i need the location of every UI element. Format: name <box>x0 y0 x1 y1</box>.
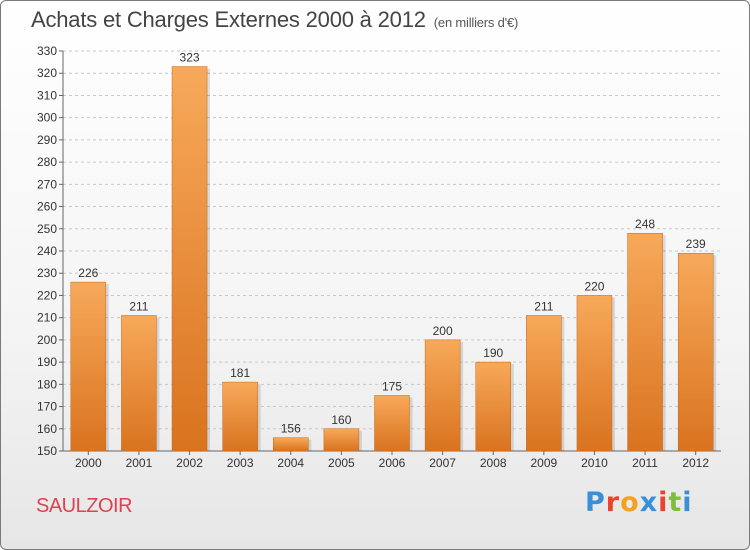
logo-letter: r <box>605 487 621 518</box>
value-label: 160 <box>331 413 351 427</box>
chart-title: Achats et Charges Externes 2000 à 2012 (e… <box>31 7 518 33</box>
y-tick-label: 230 <box>37 266 57 280</box>
value-label: 211 <box>129 299 148 313</box>
y-tick-label: 200 <box>37 333 57 347</box>
y-tick-label: 150 <box>37 444 57 458</box>
x-tick-label: 2012 <box>682 456 709 470</box>
bar-2003 <box>222 381 258 452</box>
value-label: 200 <box>433 324 453 338</box>
x-tick-label: 2008 <box>480 456 507 470</box>
chart-title-text: Achats et Charges Externes 2000 à 2012 <box>31 7 426 32</box>
logo-letter: P <box>585 487 606 518</box>
bar-2004 <box>273 437 309 452</box>
proxiti-logo: Proxiti <box>585 487 693 518</box>
y-tick-label: 240 <box>37 244 57 258</box>
bar-2010 <box>576 295 613 452</box>
labels: 150 160 170 180 190 200 210 220 230 240 250 260 270 2… <box>37 44 709 470</box>
x-tick-label: 2006 <box>379 456 406 470</box>
x-tick-label: 2003 <box>227 456 254 470</box>
y-tick-label: 270 <box>37 177 57 191</box>
chart-unit: (en milliers d'€) <box>433 15 519 30</box>
value-label: 190 <box>483 346 503 360</box>
x-tick-label: 2004 <box>277 456 304 470</box>
bar-2008 <box>475 361 511 452</box>
x-tick-label: 2007 <box>429 456 456 470</box>
bar-2001 <box>121 315 157 452</box>
y-tick-label: 160 <box>37 422 57 436</box>
value-label: 226 <box>78 266 98 280</box>
logo-letter: x <box>639 487 659 518</box>
value-label: 323 <box>180 51 200 65</box>
y-tick-label: 280 <box>37 155 57 169</box>
x-tick-label: 2000 <box>75 456 102 470</box>
y-tick-label: 180 <box>37 377 57 391</box>
x-tick-label: 2002 <box>176 456 203 470</box>
logo-letter: i <box>682 487 693 518</box>
x-tick-label: 2005 <box>328 456 355 470</box>
y-tick-label: 220 <box>37 288 57 302</box>
value-label: 156 <box>281 422 301 436</box>
logo-letter: i <box>658 487 669 518</box>
bars <box>70 66 717 452</box>
y-tick-label: 330 <box>37 44 57 58</box>
bar-2002 <box>171 66 208 452</box>
value-label: 181 <box>230 366 250 380</box>
x-tick-label: 2011 <box>632 456 658 470</box>
y-tick-label: 320 <box>37 66 57 80</box>
y-tick-label: 250 <box>37 222 57 236</box>
x-tick-label: 2009 <box>530 456 557 470</box>
commune-name: SAULZOIR <box>36 495 133 517</box>
y-tick-label: 290 <box>37 133 57 147</box>
y-tick-label: 260 <box>37 200 57 214</box>
logo-letter: t <box>668 487 683 518</box>
value-label: 211 <box>534 299 553 313</box>
bar-2012 <box>677 252 714 452</box>
y-tick-label: 190 <box>37 355 57 369</box>
bar-2009 <box>526 315 562 452</box>
y-tick-label: 300 <box>37 111 57 125</box>
bar-2006 <box>374 395 410 452</box>
value-label: 175 <box>382 379 402 393</box>
value-label: 239 <box>686 237 706 251</box>
y-tick-label: 170 <box>37 400 57 414</box>
x-tick-label: 2001 <box>126 456 153 470</box>
bar-2007 <box>424 339 461 452</box>
value-label: 248 <box>635 217 655 231</box>
y-tick-label: 210 <box>37 311 57 325</box>
y-tick-label: 310 <box>37 88 57 102</box>
value-label: 220 <box>584 279 604 293</box>
bar-2000 <box>70 281 107 452</box>
logo-letter: o <box>620 487 640 518</box>
bar-2011 <box>627 232 663 452</box>
x-tick-label: 2010 <box>581 456 608 470</box>
bar-2005 <box>323 428 360 452</box>
